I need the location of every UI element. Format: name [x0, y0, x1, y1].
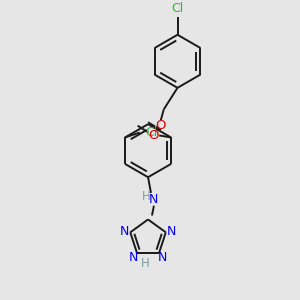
Text: N: N — [167, 225, 176, 238]
Text: O: O — [148, 129, 159, 142]
Text: N: N — [120, 225, 129, 238]
Text: Cl: Cl — [146, 126, 158, 139]
Text: N: N — [158, 250, 168, 264]
Text: H: H — [140, 256, 149, 269]
Text: O: O — [156, 118, 166, 132]
Text: Cl: Cl — [171, 2, 184, 15]
Text: N: N — [149, 193, 159, 206]
Text: N: N — [128, 250, 138, 264]
Text: H: H — [142, 190, 150, 203]
